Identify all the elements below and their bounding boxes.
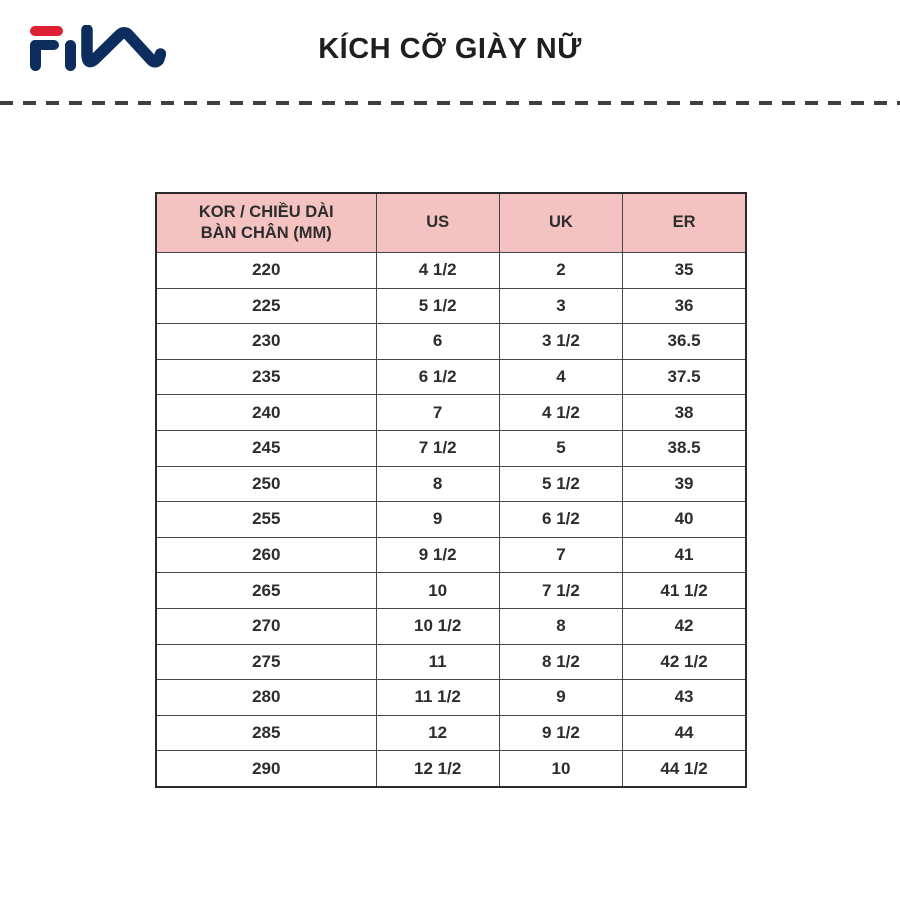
column-header-kor-line2: BÀN CHÂN (MM) xyxy=(200,224,332,242)
table-cell-us: 5 1/2 xyxy=(375,287,500,325)
table-row: 235 6 1/2 4 37.5 xyxy=(155,358,747,396)
table-cell-us: 10 xyxy=(375,572,500,609)
table-cell-uk: 8 1/2 xyxy=(498,643,624,681)
table-cell-uk: 8 xyxy=(498,607,624,645)
page-title: KÍCH CỠ GIÀY NỮ xyxy=(318,33,582,65)
table-cell-kor: 220 xyxy=(155,252,377,289)
table-row: 250 8 5 1/2 39 xyxy=(155,465,747,503)
table-cell-kor: 250 xyxy=(155,465,377,503)
table-row: 265 10 7 1/2 41 1/2 xyxy=(155,572,747,609)
table-cell-kor: 235 xyxy=(155,358,377,396)
table-cell-us: 7 1/2 xyxy=(375,429,500,467)
table-cell-uk: 10 xyxy=(498,750,624,788)
table-cell-uk: 3 1/2 xyxy=(498,323,624,360)
table-cell-uk: 6 1/2 xyxy=(498,501,624,538)
dashed-divider xyxy=(0,101,900,105)
table-cell-er: 42 1/2 xyxy=(622,643,747,681)
table-cell-kor: 285 xyxy=(155,714,377,752)
table-cell-us: 4 1/2 xyxy=(375,252,500,289)
table-cell-us: 12 1/2 xyxy=(375,750,500,788)
table-row: 240 7 4 1/2 38 xyxy=(155,394,747,431)
table-row: 285 12 9 1/2 44 xyxy=(155,714,747,752)
table-cell-uk: 7 xyxy=(498,536,624,574)
table-cell-uk: 7 1/2 xyxy=(498,572,624,609)
table-row: 245 7 1/2 5 38.5 xyxy=(155,429,747,467)
table-cell-uk: 5 1/2 xyxy=(498,465,624,503)
table-row: 275 11 8 1/2 42 1/2 xyxy=(155,643,747,681)
table-cell-er: 44 1/2 xyxy=(622,750,747,788)
table-cell-er: 40 xyxy=(622,501,747,538)
table-cell-uk: 9 1/2 xyxy=(498,714,624,752)
table-cell-us: 11 xyxy=(375,643,500,681)
fila-logo-red-bar xyxy=(30,26,63,36)
table-cell-er: 37.5 xyxy=(622,358,747,396)
table-cell-us: 8 xyxy=(375,465,500,503)
table-cell-er: 41 xyxy=(622,536,747,574)
table-cell-uk: 4 xyxy=(498,358,624,396)
table-cell-er: 38.5 xyxy=(622,429,747,467)
table-cell-us: 11 1/2 xyxy=(375,679,500,716)
table-cell-kor: 225 xyxy=(155,287,377,325)
table-cell-er: 41 1/2 xyxy=(622,572,747,609)
table-cell-kor: 260 xyxy=(155,536,377,574)
table-cell-kor: 240 xyxy=(155,394,377,431)
table-cell-er: 36 xyxy=(622,287,747,325)
table-cell-us: 6 xyxy=(375,323,500,360)
table-cell-er: 35 xyxy=(622,252,747,289)
table-row: 260 9 1/2 7 41 xyxy=(155,536,747,574)
column-header-er: ER xyxy=(622,192,747,253)
table-cell-kor: 245 xyxy=(155,429,377,467)
table-row: 220 4 1/2 2 35 xyxy=(155,252,747,289)
table-cell-uk: 3 xyxy=(498,287,624,325)
table-cell-uk: 2 xyxy=(498,252,624,289)
table-cell-kor: 270 xyxy=(155,607,377,645)
table-cell-kor: 280 xyxy=(155,679,377,716)
table-row: 225 5 1/2 3 36 xyxy=(155,287,747,325)
table-cell-kor: 255 xyxy=(155,501,377,538)
table-cell-us: 9 1/2 xyxy=(375,536,500,574)
table-cell-us: 6 1/2 xyxy=(375,358,500,396)
table-cell-kor: 265 xyxy=(155,572,377,609)
table-cell-us: 7 xyxy=(375,394,500,431)
table-row: 280 11 1/2 9 43 xyxy=(155,679,747,716)
table-header-row: KOR / CHIỀU DÀI BÀN CHÂN (MM) US UK ER xyxy=(155,192,747,253)
table-cell-er: 36.5 xyxy=(622,323,747,360)
table-cell-er: 38 xyxy=(622,394,747,431)
table-row: 255 9 6 1/2 40 xyxy=(155,501,747,538)
table-row: 270 10 1/2 8 42 xyxy=(155,607,747,645)
table-cell-er: 39 xyxy=(622,465,747,503)
table-cell-er: 44 xyxy=(622,714,747,752)
table-cell-uk: 4 1/2 xyxy=(498,394,624,431)
table-cell-kor: 275 xyxy=(155,643,377,681)
fila-logo xyxy=(30,25,166,71)
table-cell-kor: 230 xyxy=(155,323,377,360)
column-header-kor: KOR / CHIỀU DÀI BÀN CHÂN (MM) xyxy=(155,192,377,253)
table-row: 230 6 3 1/2 36.5 xyxy=(155,323,747,360)
table-cell-us: 12 xyxy=(375,714,500,752)
table-cell-us: 9 xyxy=(375,501,500,538)
size-table-body: 220 4 1/2 2 35 225 5 1/2 3 36 230 6 3 1/… xyxy=(155,252,747,788)
table-cell-us: 10 1/2 xyxy=(375,607,500,645)
table-cell-uk: 5 xyxy=(498,429,624,467)
table-cell-er: 42 xyxy=(622,607,747,645)
column-header-us: US xyxy=(375,192,500,253)
table-cell-uk: 9 xyxy=(498,679,624,716)
column-header-uk: UK xyxy=(498,192,624,253)
table-row: 290 12 1/2 10 44 1/2 xyxy=(155,750,747,788)
table-cell-kor: 290 xyxy=(155,750,377,788)
column-header-kor-line1: KOR / CHIỀU DÀI xyxy=(198,202,334,221)
size-table: KOR / CHIỀU DÀI BÀN CHÂN (MM) US UK ER 2… xyxy=(155,192,747,788)
table-cell-er: 43 xyxy=(622,679,747,716)
